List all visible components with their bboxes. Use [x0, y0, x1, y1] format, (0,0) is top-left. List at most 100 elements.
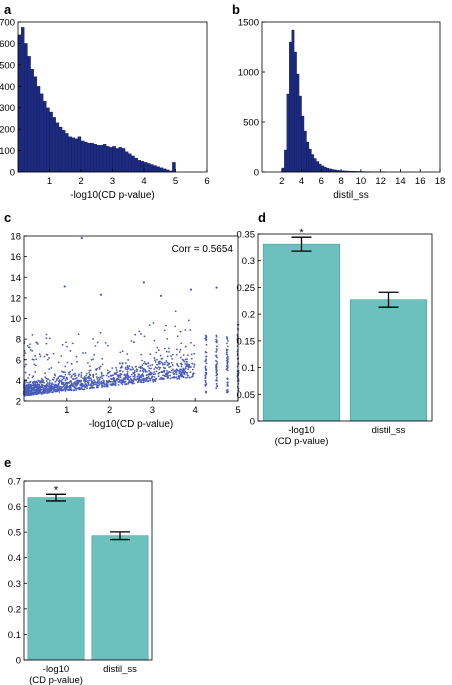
scatter-point	[184, 363, 187, 365]
y-tick-label-c: 16	[10, 252, 21, 263]
scatter-point-outlier	[80, 236, 83, 240]
scatter-point	[98, 381, 101, 383]
scatter-point	[156, 367, 158, 370]
scatter-point	[63, 386, 66, 389]
scatter-point	[49, 380, 51, 382]
scatter-point	[33, 385, 35, 388]
scatter-point	[118, 362, 121, 365]
histogram-bar-a	[115, 148, 119, 173]
scatter-point	[179, 330, 182, 333]
scatter-point	[152, 373, 155, 376]
scatter-point	[227, 340, 229, 342]
x-tick-label-c: 5	[235, 405, 240, 416]
scatter-point	[53, 373, 56, 376]
scatter-point	[106, 380, 108, 383]
scatter-point	[186, 376, 189, 379]
scatter-point	[58, 387, 61, 390]
scatter-point	[119, 376, 122, 379]
scatter-point	[155, 358, 158, 361]
scatter-point	[154, 366, 157, 369]
scatter-point	[29, 383, 32, 386]
scatter-point	[98, 368, 101, 370]
scatter-point	[48, 356, 51, 359]
histogram-bar-a	[153, 165, 157, 173]
scatter-point	[166, 355, 169, 358]
scatter-point	[99, 365, 102, 368]
scatter-point	[109, 383, 112, 386]
scatter-point	[216, 373, 218, 376]
y-tick-label-e: 0.2	[8, 604, 21, 615]
scatter-point	[26, 394, 29, 397]
scatter-point	[225, 368, 228, 371]
scatter-point	[41, 386, 44, 389]
histogram-bar-b	[313, 158, 317, 173]
scatter-point	[75, 383, 78, 385]
scatter-point	[34, 355, 37, 357]
histogram-bar-b	[326, 167, 329, 173]
scatter-point	[68, 380, 71, 383]
scatter-point	[88, 377, 90, 380]
scatter-point	[46, 353, 49, 356]
scatter-point	[73, 385, 76, 388]
scatter-point	[205, 373, 208, 376]
scatter-point	[115, 378, 118, 381]
scatter-point	[35, 341, 38, 344]
scatter-point	[159, 366, 162, 369]
histogram-bar-a	[118, 147, 123, 173]
scatter-point	[139, 381, 142, 384]
x-tick-label-a: 5	[173, 176, 178, 187]
scatter-point	[205, 339, 208, 342]
scatter-point	[170, 361, 173, 364]
scatter-point	[44, 389, 47, 392]
histogram-bar-b	[298, 95, 302, 173]
histogram-bar-a	[134, 157, 138, 173]
scatter-point	[215, 354, 217, 357]
histogram-bar-a	[137, 160, 141, 173]
scatter-point	[144, 369, 147, 372]
scatter-point	[205, 343, 208, 346]
scatter-point	[189, 371, 192, 374]
scatter-point	[24, 389, 27, 392]
scatter-point	[157, 375, 160, 378]
scatter-point	[166, 361, 169, 364]
scatter-point	[63, 387, 66, 390]
scatter-point	[35, 386, 38, 389]
scatter-point	[182, 359, 185, 362]
scatter-point	[190, 353, 193, 356]
scatter-point	[46, 378, 49, 380]
scatter-point	[158, 368, 161, 371]
x-tick-label-c: 4	[193, 405, 198, 416]
scatter-point	[148, 369, 150, 372]
scatter-point	[126, 368, 129, 371]
histogram-bar-a	[87, 142, 91, 173]
scatter-point	[66, 361, 69, 364]
x-tick-label-b: 12	[375, 176, 386, 187]
scatter-point	[40, 388, 43, 391]
scatter-point	[216, 384, 218, 387]
scatter-point	[193, 344, 196, 347]
scatter-point	[193, 366, 195, 368]
scatter-point	[58, 391, 61, 393]
scatter-point	[75, 384, 78, 387]
scatter-point	[45, 380, 48, 382]
y-tick-label-c: 10	[10, 314, 21, 325]
histogram-bar-a	[172, 162, 176, 173]
scatter-point	[123, 377, 126, 380]
scatter-point	[182, 376, 185, 378]
scatter-point	[31, 349, 34, 352]
scatter-point	[184, 367, 187, 370]
scatter-point	[36, 391, 38, 394]
scatter-point	[150, 367, 152, 370]
scatter-point	[49, 385, 52, 387]
histogram-bar-b	[301, 115, 305, 173]
scatter-point	[172, 371, 175, 374]
scatter-point	[30, 386, 33, 389]
scatter-point	[176, 348, 178, 351]
scatter-point	[120, 365, 123, 368]
scatter-point	[43, 355, 46, 358]
scatter-point	[160, 361, 163, 364]
scatter-point	[166, 364, 169, 367]
scatter-point	[27, 390, 30, 393]
scatter-point	[48, 382, 51, 385]
